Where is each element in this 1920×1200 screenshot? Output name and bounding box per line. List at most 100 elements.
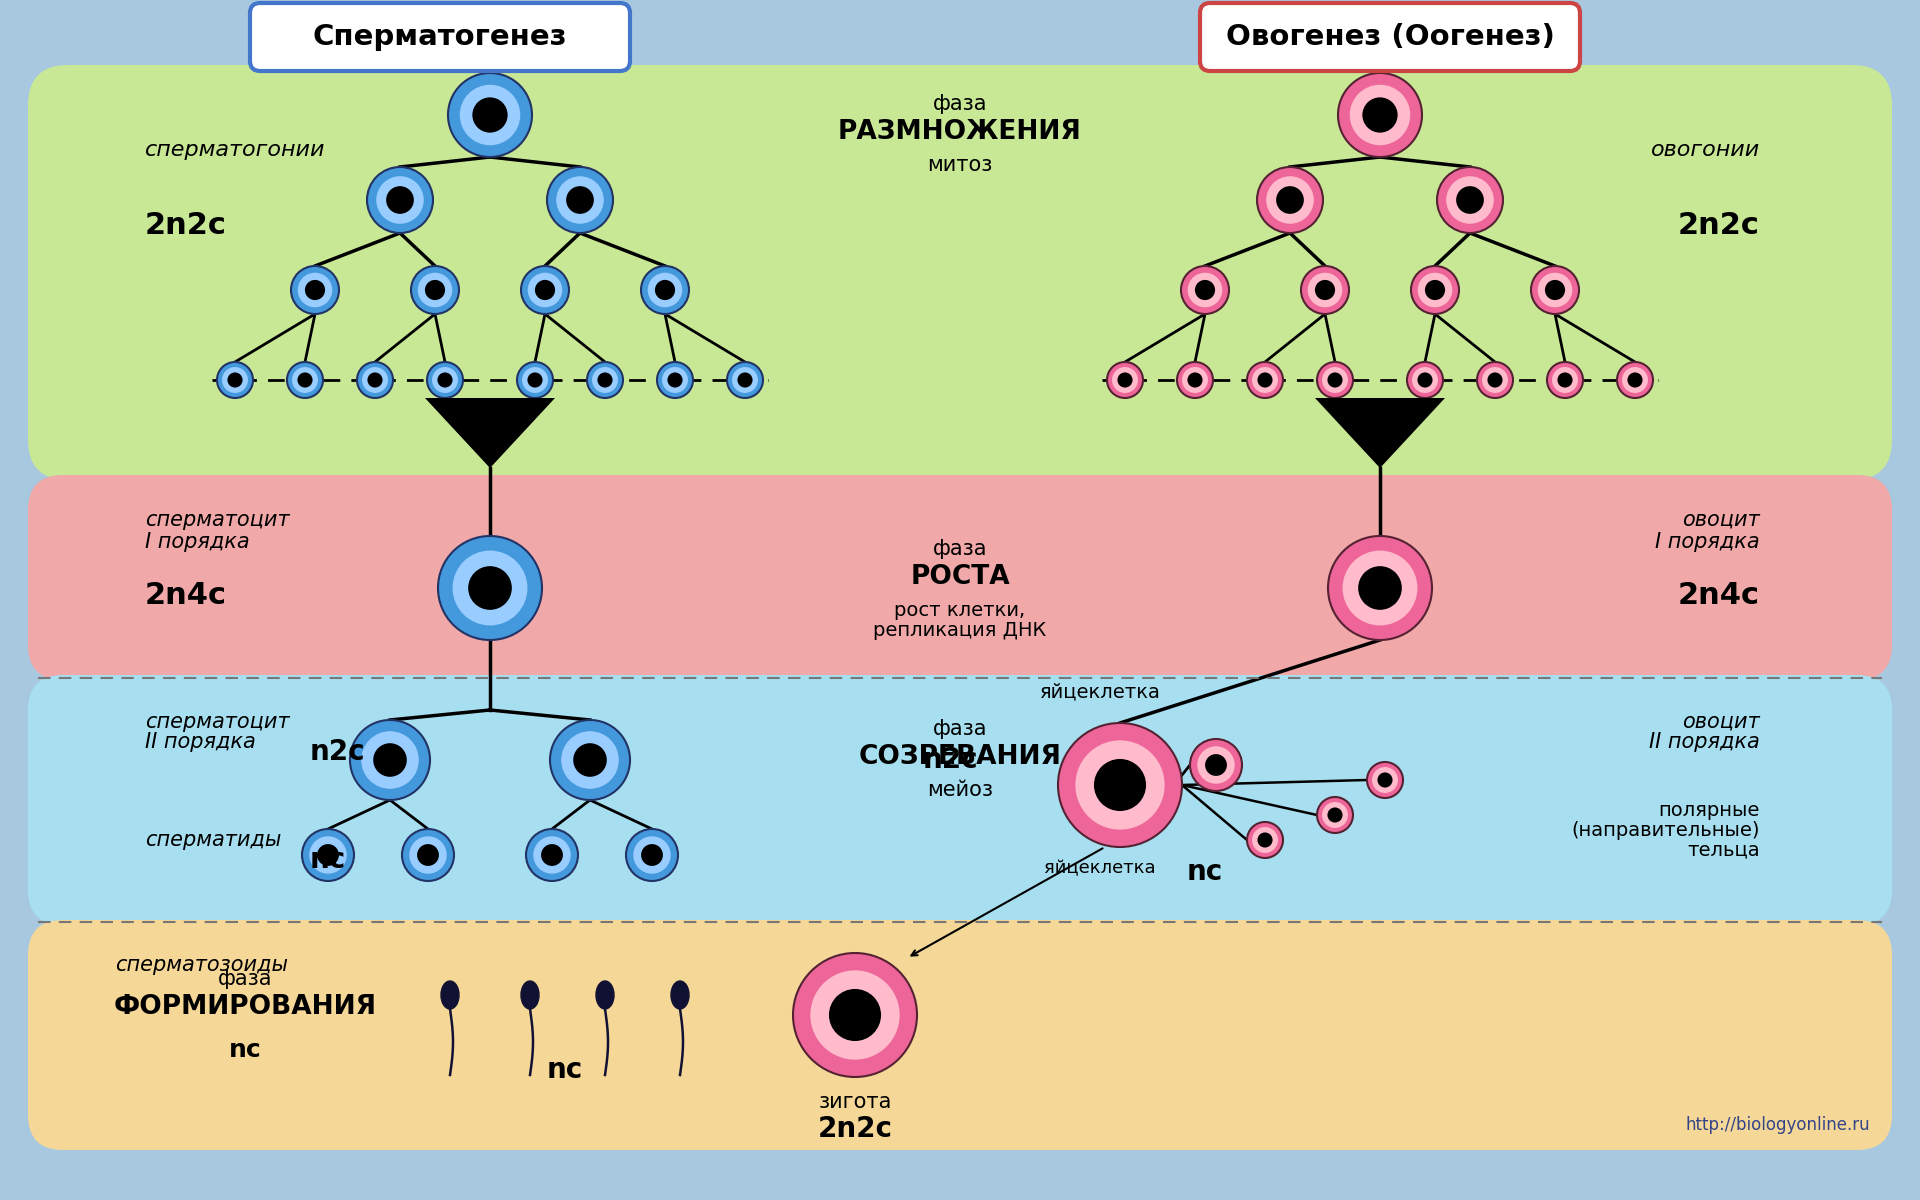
Circle shape (1246, 362, 1283, 398)
Text: (направительные): (направительные) (1571, 821, 1761, 840)
Circle shape (528, 372, 543, 388)
Circle shape (1108, 362, 1142, 398)
Circle shape (557, 176, 603, 223)
Text: I порядка: I порядка (1655, 532, 1761, 552)
Text: фаза: фаза (933, 539, 987, 559)
Circle shape (1188, 272, 1223, 307)
Circle shape (1181, 266, 1229, 314)
FancyBboxPatch shape (29, 674, 1891, 925)
Circle shape (1373, 767, 1398, 793)
Circle shape (810, 971, 900, 1060)
Circle shape (528, 272, 563, 307)
Circle shape (1317, 797, 1354, 833)
Text: яйцеклетка: яйцеклетка (1039, 682, 1160, 701)
Text: репликация ДНК: репликация ДНК (874, 620, 1046, 640)
Circle shape (367, 372, 382, 388)
Circle shape (411, 266, 459, 314)
Ellipse shape (670, 982, 689, 1009)
Text: овоцит: овоцит (1682, 712, 1761, 732)
Circle shape (438, 536, 541, 640)
Circle shape (737, 372, 753, 388)
Circle shape (1277, 186, 1304, 214)
Circle shape (522, 367, 547, 392)
Polygon shape (1315, 398, 1446, 468)
Circle shape (662, 367, 687, 392)
Circle shape (829, 989, 881, 1042)
Circle shape (1350, 85, 1409, 145)
Circle shape (1546, 280, 1565, 300)
Text: Сперматогенез: Сперматогенез (313, 23, 566, 50)
Circle shape (432, 367, 459, 392)
Text: овогонии: овогонии (1651, 140, 1761, 160)
Ellipse shape (442, 982, 459, 1009)
Circle shape (1455, 186, 1484, 214)
Circle shape (1482, 367, 1507, 392)
Circle shape (536, 280, 555, 300)
Circle shape (1075, 740, 1165, 829)
Text: 2n2c: 2n2c (146, 210, 227, 240)
Circle shape (1417, 272, 1452, 307)
Circle shape (1617, 362, 1653, 398)
Circle shape (1190, 739, 1242, 791)
Circle shape (1258, 167, 1323, 233)
Circle shape (526, 829, 578, 881)
Circle shape (317, 844, 340, 866)
Circle shape (349, 720, 430, 800)
Circle shape (1622, 367, 1647, 392)
Circle shape (1538, 272, 1572, 307)
Circle shape (520, 266, 568, 314)
Circle shape (1488, 372, 1503, 388)
Text: РОСТА: РОСТА (910, 564, 1010, 590)
Text: 2n4c: 2n4c (146, 581, 227, 610)
Circle shape (1323, 367, 1348, 392)
Circle shape (1417, 372, 1432, 388)
Circle shape (1252, 367, 1279, 392)
Circle shape (1411, 367, 1438, 392)
Text: яйцеклетка: яйцеклетка (1044, 859, 1156, 877)
Text: фаза: фаза (933, 719, 987, 739)
Polygon shape (424, 398, 555, 468)
Circle shape (541, 844, 563, 866)
Circle shape (655, 280, 676, 300)
Ellipse shape (520, 982, 540, 1009)
Circle shape (1628, 372, 1642, 388)
Circle shape (417, 844, 440, 866)
Circle shape (363, 367, 388, 392)
Text: n2c: n2c (309, 738, 365, 766)
Text: http://biologyonline.ru: http://biologyonline.ru (1686, 1116, 1870, 1134)
FancyBboxPatch shape (250, 2, 630, 71)
Circle shape (424, 280, 445, 300)
Text: II порядка: II порядка (146, 732, 255, 752)
Text: полярные: полярные (1659, 800, 1761, 820)
Text: I порядка: I порядка (146, 532, 250, 552)
Circle shape (1246, 822, 1283, 858)
Circle shape (1557, 372, 1572, 388)
Circle shape (1551, 367, 1578, 392)
Circle shape (668, 372, 684, 388)
Text: n2c: n2c (922, 746, 977, 774)
Circle shape (459, 85, 520, 145)
Text: сперматиды: сперматиды (146, 830, 282, 850)
Circle shape (361, 731, 419, 788)
Text: фаза: фаза (933, 94, 987, 114)
Circle shape (1357, 566, 1402, 610)
Text: Овогенез (Оогенез): Овогенез (Оогенез) (1225, 23, 1555, 50)
Text: nc: nc (228, 1038, 261, 1062)
Circle shape (227, 372, 242, 388)
Circle shape (292, 367, 319, 392)
Circle shape (1187, 372, 1202, 388)
Circle shape (1308, 272, 1342, 307)
Text: сперматозоиды: сперматозоиды (115, 955, 288, 974)
Circle shape (591, 367, 618, 392)
Circle shape (298, 272, 332, 307)
Circle shape (574, 743, 607, 776)
FancyBboxPatch shape (1200, 2, 1580, 71)
Circle shape (472, 97, 507, 133)
Text: митоз: митоз (927, 155, 993, 175)
Circle shape (647, 272, 682, 307)
Circle shape (438, 372, 453, 388)
Circle shape (1323, 802, 1348, 828)
Text: ФОРМИРОВАНИЯ: ФОРМИРОВАНИЯ (113, 994, 376, 1020)
Text: nc: nc (309, 846, 346, 874)
Circle shape (793, 953, 918, 1078)
